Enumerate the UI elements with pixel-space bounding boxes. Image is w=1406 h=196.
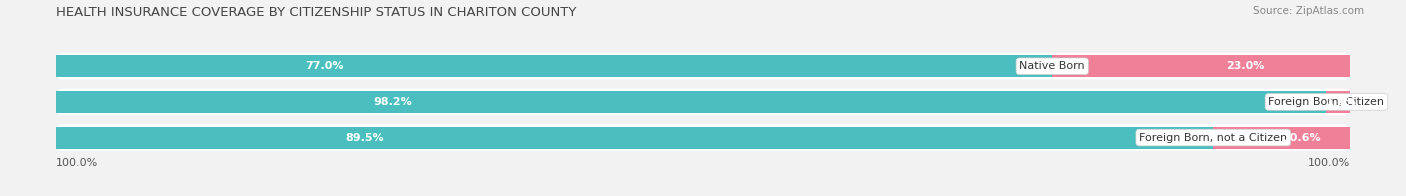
- Text: 23.0%: 23.0%: [1226, 61, 1265, 71]
- Text: 98.2%: 98.2%: [374, 97, 412, 107]
- Text: 1.8%: 1.8%: [1326, 97, 1357, 107]
- Bar: [56, 55, 1052, 77]
- Text: 10.6%: 10.6%: [1282, 132, 1322, 142]
- Text: 89.5%: 89.5%: [346, 132, 384, 142]
- FancyBboxPatch shape: [56, 124, 1350, 151]
- Bar: [1052, 55, 1350, 77]
- FancyBboxPatch shape: [56, 53, 1350, 79]
- Text: Native Born: Native Born: [1019, 61, 1085, 71]
- Text: 100.0%: 100.0%: [56, 158, 98, 168]
- Text: Source: ZipAtlas.com: Source: ZipAtlas.com: [1253, 6, 1364, 16]
- Bar: [1212, 126, 1350, 149]
- Bar: [56, 91, 1326, 113]
- Bar: [1326, 91, 1350, 113]
- Text: Foreign Born, not a Citizen: Foreign Born, not a Citizen: [1139, 132, 1288, 142]
- Text: 100.0%: 100.0%: [1308, 158, 1350, 168]
- Text: 77.0%: 77.0%: [305, 61, 343, 71]
- Text: Foreign Born, Citizen: Foreign Born, Citizen: [1268, 97, 1385, 107]
- Bar: [56, 126, 1213, 149]
- FancyBboxPatch shape: [56, 89, 1350, 115]
- Text: HEALTH INSURANCE COVERAGE BY CITIZENSHIP STATUS IN CHARITON COUNTY: HEALTH INSURANCE COVERAGE BY CITIZENSHIP…: [56, 6, 576, 19]
